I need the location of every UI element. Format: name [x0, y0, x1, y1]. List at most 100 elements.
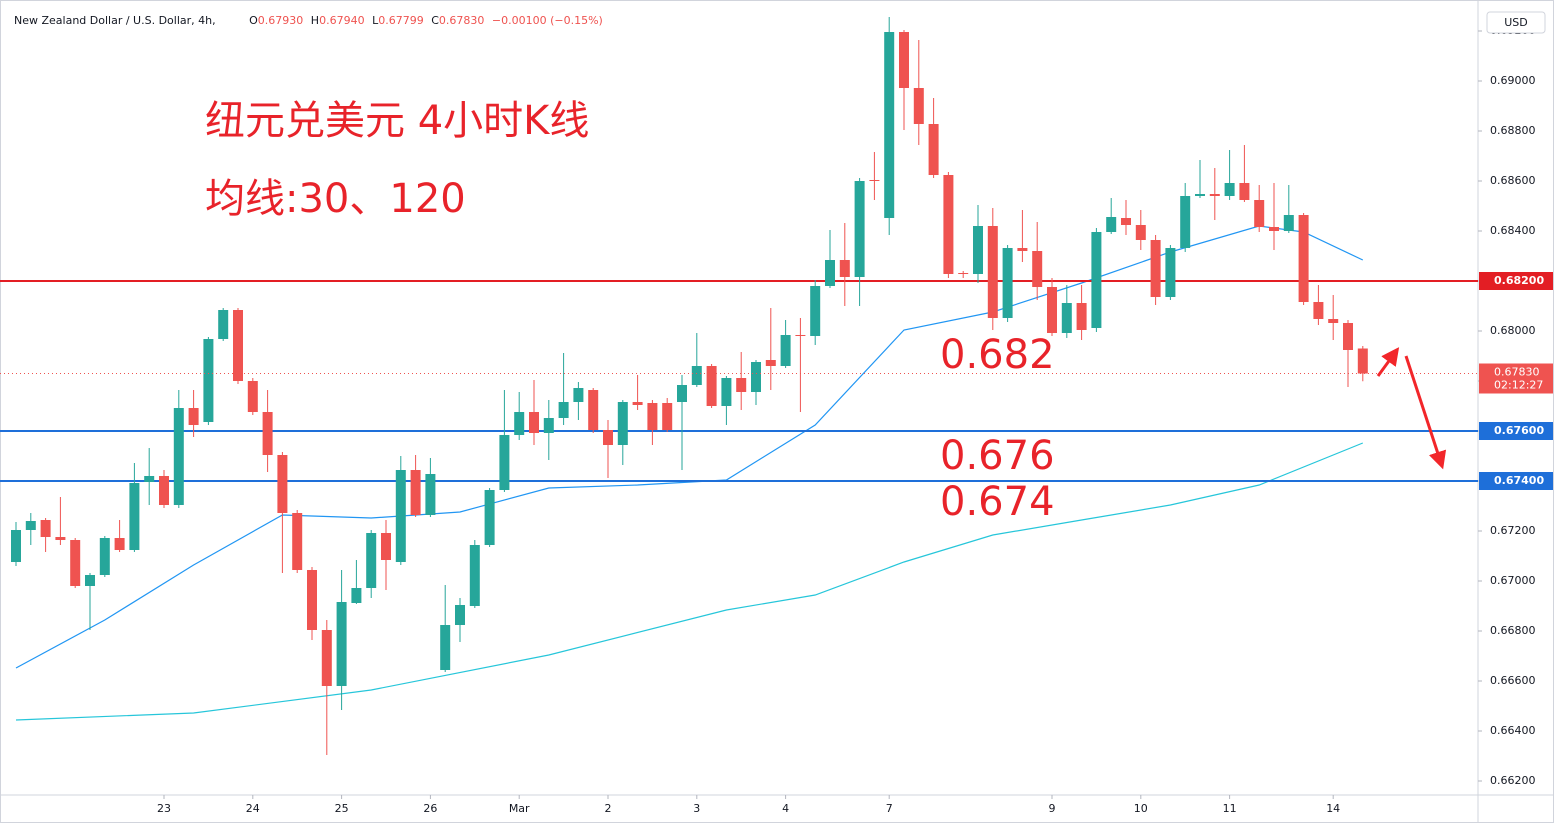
candle-body	[129, 483, 140, 550]
y-tick-label: 0.66600	[1490, 674, 1536, 687]
price-line-tag	[1479, 472, 1553, 490]
high-label: H	[311, 14, 319, 27]
candle-body	[1032, 251, 1043, 287]
candle-body	[40, 520, 51, 537]
y-tick-label: 0.67200	[1490, 524, 1536, 537]
candle-body	[765, 360, 776, 366]
candle-body	[780, 335, 791, 366]
x-tick-label: 3	[693, 802, 700, 815]
plot-area: 0.66200 0.66400 0.66600 0.66800 0.67000 0.672…	[0, 17, 1553, 815]
candle-body	[233, 310, 243, 381]
candle-body	[99, 538, 110, 575]
candle-body	[884, 32, 895, 218]
candle-body	[928, 124, 939, 175]
high-value: 0.67940	[319, 14, 365, 27]
candle-body	[25, 521, 36, 530]
candle-body	[1283, 215, 1294, 231]
candle-body	[1357, 348, 1368, 374]
candle-body	[336, 602, 347, 686]
close-label: C	[431, 14, 439, 27]
candle-body	[188, 408, 199, 425]
candle-body	[307, 570, 317, 630]
candle-body	[144, 476, 155, 482]
x-tick-label: Mar	[509, 802, 530, 815]
candle-body	[825, 260, 835, 286]
annotation: 0.682	[940, 332, 1055, 378]
y-tick-label: 0.68400	[1490, 224, 1536, 237]
last-price-tag	[1479, 363, 1553, 394]
candle-body	[484, 490, 495, 545]
candle-body	[11, 530, 21, 562]
candle-body	[647, 403, 658, 430]
symbol: New Zealand Dollar / U.S. Dollar, 4h,	[14, 14, 216, 27]
candle-body	[173, 408, 184, 505]
open-label: O	[249, 14, 258, 27]
candle-body	[677, 385, 687, 402]
x-tick-label: 26	[423, 802, 437, 815]
annotation: 0.674	[940, 479, 1055, 525]
x-tick-label: 14	[1326, 802, 1340, 815]
candle-body	[1343, 323, 1353, 350]
candle-body	[1165, 248, 1176, 297]
x-tick-label: 7	[886, 802, 893, 815]
candle-body	[425, 474, 436, 515]
change: −0.00100 (−0.15%)	[492, 14, 603, 27]
candle-body	[839, 260, 850, 277]
candle-body	[1076, 303, 1087, 330]
x-tick-label: 4	[782, 802, 789, 815]
price-line-label: 0.67600	[1494, 424, 1544, 437]
price-line-tag	[1479, 272, 1553, 290]
candle-body	[1209, 194, 1220, 196]
y-tick-label: 0.68000	[1490, 324, 1536, 337]
candle-body	[810, 286, 821, 336]
candle-body	[262, 412, 273, 455]
y-tick-label: 0.66200	[1490, 774, 1536, 787]
y-tick-label: 0.66400	[1490, 724, 1536, 737]
candle-body	[1061, 303, 1072, 333]
arrow	[1404, 355, 1447, 470]
candle-body	[543, 418, 554, 433]
arrow	[1376, 347, 1400, 377]
candle-body	[943, 175, 954, 274]
x-tick-label: 2	[605, 802, 612, 815]
x-tick-label: 11	[1223, 802, 1237, 815]
candle-body	[499, 435, 510, 490]
candle-body	[85, 575, 95, 586]
candle-body	[1254, 200, 1265, 227]
low-value: 0.67799	[378, 14, 424, 27]
y-tick-label: 0.68600	[1490, 174, 1536, 187]
candle-body	[987, 226, 998, 318]
candle-body	[469, 545, 480, 606]
candle-body	[529, 412, 539, 433]
candle-body	[321, 630, 332, 686]
candle-body	[1002, 248, 1013, 318]
candle-body	[1135, 225, 1146, 240]
candle-body	[1195, 194, 1205, 196]
y-tick-label: 0.66800	[1490, 624, 1536, 637]
candle-body	[558, 402, 569, 418]
open-value: 0.67930	[258, 14, 304, 27]
candle-body	[573, 388, 584, 402]
low-label: L	[372, 14, 379, 27]
candle-body	[366, 533, 377, 588]
candle-body	[958, 273, 969, 274]
candle-body	[1224, 183, 1235, 196]
candle-body	[218, 310, 229, 339]
candle-body	[706, 366, 717, 406]
candle-body	[247, 381, 258, 412]
candle-body	[795, 335, 806, 336]
candle-body	[514, 412, 525, 435]
y-tick-label: 0.69000	[1490, 74, 1536, 87]
candle-body	[869, 180, 880, 181]
y-tick-label: 0.68800	[1490, 124, 1536, 137]
candle-body	[1180, 196, 1191, 248]
candle-body	[913, 88, 924, 124]
candle-body	[395, 470, 406, 562]
candle-body	[351, 588, 362, 603]
candle-body	[721, 378, 732, 406]
x-tick-label: 24	[246, 802, 260, 815]
candle-body	[617, 402, 628, 445]
currency-label[interactable]: USD	[1504, 16, 1528, 29]
currency-button[interactable]	[1486, 11, 1546, 34]
